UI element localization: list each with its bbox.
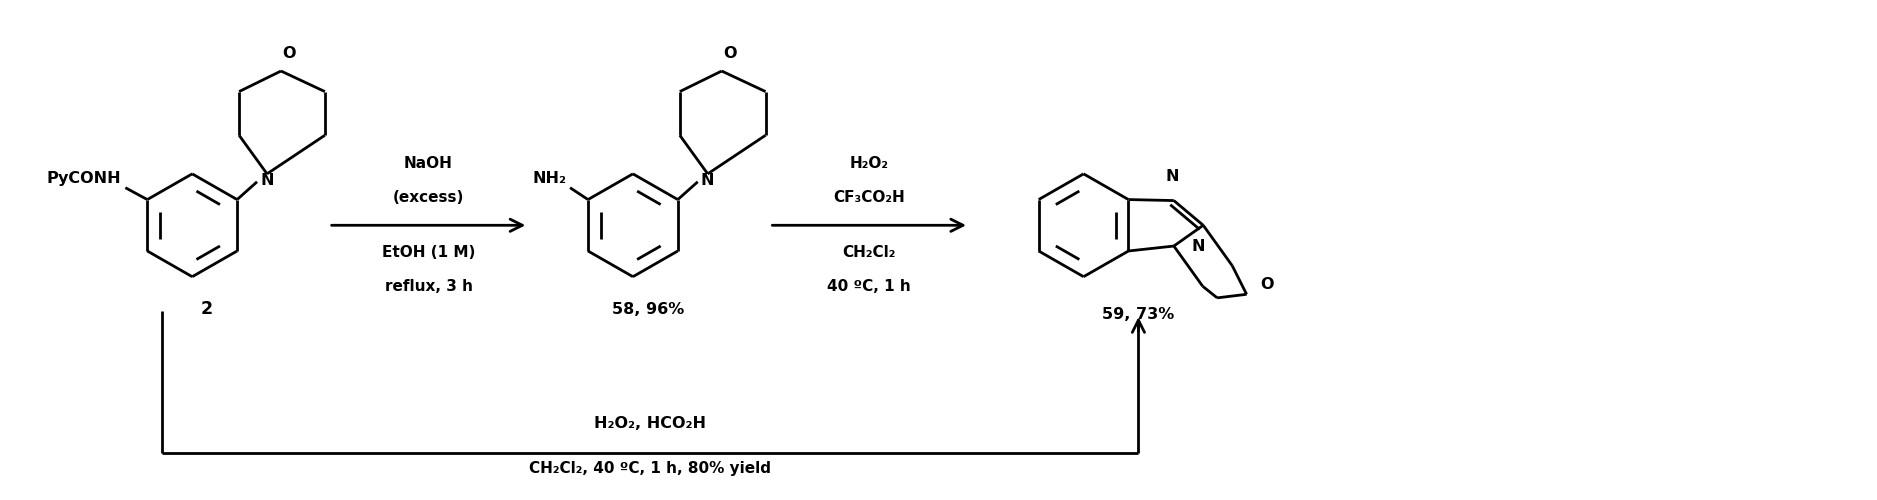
Text: EtOH (1 M): EtOH (1 M) xyxy=(381,246,475,260)
Text: O: O xyxy=(1259,276,1273,291)
Text: PyCONH: PyCONH xyxy=(47,170,122,186)
Text: N: N xyxy=(1166,168,1179,184)
Text: CH₂Cl₂, 40 ºC, 1 h, 80% yield: CH₂Cl₂, 40 ºC, 1 h, 80% yield xyxy=(529,460,771,475)
Text: O: O xyxy=(282,46,297,61)
Text: (excess): (excess) xyxy=(392,190,464,205)
Text: N: N xyxy=(1192,238,1205,254)
Text: 40 ºC, 1 h: 40 ºC, 1 h xyxy=(828,279,910,294)
Text: 2: 2 xyxy=(201,300,214,318)
Text: H₂O₂: H₂O₂ xyxy=(850,156,888,172)
Text: 58, 96%: 58, 96% xyxy=(612,302,683,317)
Text: O: O xyxy=(723,46,736,61)
Text: N: N xyxy=(700,174,715,188)
Text: CF₃CO₂H: CF₃CO₂H xyxy=(833,190,905,205)
Text: CH₂Cl₂: CH₂Cl₂ xyxy=(843,246,895,260)
Text: reflux, 3 h: reflux, 3 h xyxy=(385,279,473,294)
Text: H₂O₂, HCO₂H: H₂O₂, HCO₂H xyxy=(595,416,706,431)
Text: 59, 73%: 59, 73% xyxy=(1102,307,1175,322)
Text: N: N xyxy=(261,174,274,188)
Text: NH₂: NH₂ xyxy=(531,170,567,186)
Text: NaOH: NaOH xyxy=(404,156,452,172)
